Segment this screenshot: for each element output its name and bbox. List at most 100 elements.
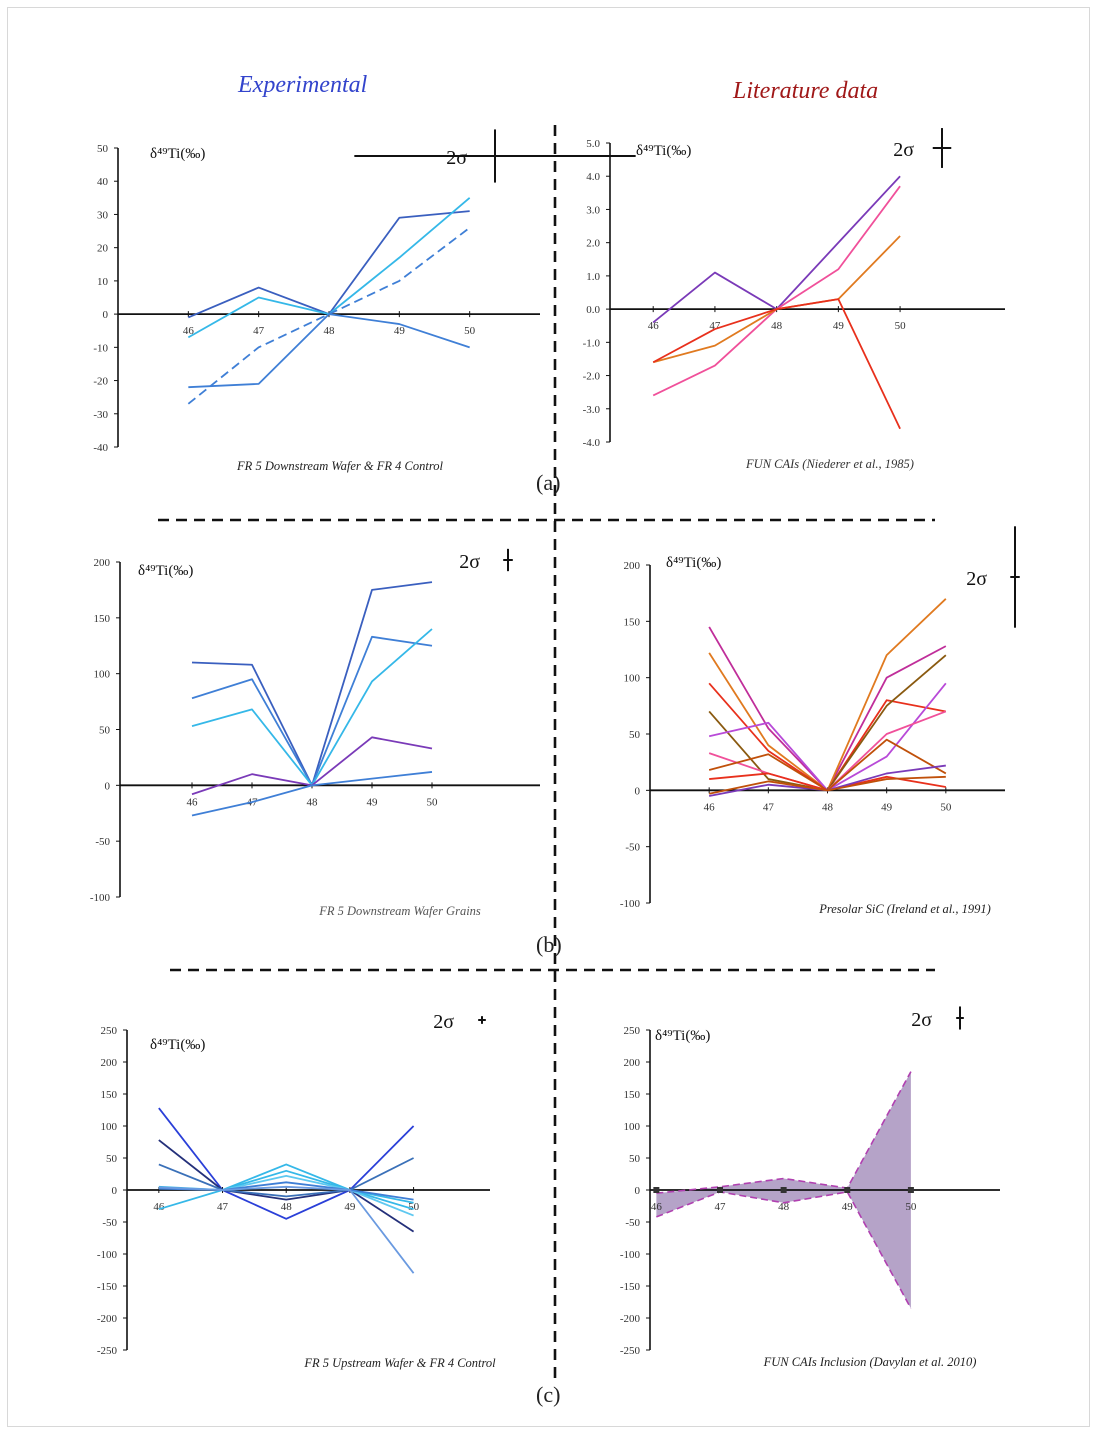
x-tick-label: 49 <box>367 796 379 808</box>
y-tick-label: 50 <box>629 729 641 741</box>
y-tick-label: 200 <box>624 560 641 572</box>
x-tick-label: 48 <box>324 325 336 337</box>
series-line <box>187 210 470 319</box>
chart-caption: FR 5 Downstream Wafer & FR 4 Control <box>236 459 443 473</box>
x-tick-label: 47 <box>253 325 265 337</box>
x-tick-label: 49 <box>344 1201 356 1213</box>
series-line <box>708 682 947 792</box>
chart-b-right: -100 -50 0 50 100 150 200 46 47 48 49 50 δ⁴⁹Ti(‰) Pre… <box>620 526 1020 916</box>
y-tick-label: 3.0 <box>586 204 600 216</box>
figure-frame <box>7 7 1090 1427</box>
chart-a-left: -40 -30 -20 -10 0 10 20 30 40 50 46 47 48 49 50 δ⁴⁹Ti(‰… <box>93 129 636 473</box>
x-tick-label: 47 <box>715 1201 727 1213</box>
y-tick-label: -3.0 <box>583 404 601 416</box>
x-tick-label: 46 <box>187 796 199 808</box>
y-tick-label: 100 <box>624 673 641 685</box>
sigma-label: 2σ <box>893 139 914 161</box>
y-tick-label: -100 <box>620 898 641 910</box>
chart-caption: Presolar SiC (Ireland et al., 1991) <box>818 902 991 916</box>
sigma-label: 2σ <box>966 568 987 590</box>
y-tick-label: 200 <box>94 557 111 569</box>
x-tick-label: 48 <box>771 320 783 332</box>
sigma-label: 2σ <box>446 147 467 169</box>
y-tick-label: 50 <box>99 725 111 737</box>
x-tick-label: 46 <box>648 320 660 332</box>
y-tick-label: 5.0 <box>586 138 600 150</box>
series-line <box>188 313 470 389</box>
panel-label-a: (a) <box>536 470 561 495</box>
y-tick-label: 0 <box>635 1185 641 1197</box>
x-tick-label: 47 <box>709 320 721 332</box>
y-tick-label: 1.0 <box>586 271 600 283</box>
y-tick-label: 100 <box>624 1121 641 1133</box>
sigma-label: 2σ <box>459 551 480 573</box>
y-tick-label: -10 <box>93 342 108 354</box>
y-axis-label: δ⁴⁹Ti(‰) <box>636 143 691 159</box>
panel-label-c: (c) <box>536 1382 561 1407</box>
x-tick-label: 48 <box>281 1201 293 1213</box>
y-tick-label: -20 <box>93 376 108 388</box>
y-axis-label: δ⁴⁹Ti(‰) <box>150 146 205 162</box>
x-tick-label: 50 <box>464 325 476 337</box>
series-line <box>708 775 946 795</box>
y-axis-label: δ⁴⁹Ti(‰) <box>666 555 721 571</box>
x-tick-label: 47 <box>763 801 775 813</box>
y-tick-label: -100 <box>97 1249 118 1261</box>
series-line <box>187 227 471 405</box>
sigma-label: 2σ <box>911 1009 932 1031</box>
x-tick-label: 48 <box>822 801 834 813</box>
x-tick-label: 49 <box>833 320 845 332</box>
y-tick-label: 250 <box>624 1025 641 1037</box>
y-tick-label: -100 <box>620 1249 641 1261</box>
y-tick-label: 50 <box>106 1153 118 1165</box>
y-tick-label: 0 <box>103 309 109 321</box>
y-tick-label: 0 <box>105 780 111 792</box>
chart-caption: FUN CAIs Inclusion (Davylan et al. 2010) <box>763 1355 977 1369</box>
series-line <box>191 581 433 787</box>
area-upper-edge <box>656 1071 912 1194</box>
series-line <box>158 1157 414 1198</box>
series-line <box>652 298 901 430</box>
y-tick-label: 50 <box>629 1153 641 1165</box>
y-tick-label: 0 <box>112 1185 118 1197</box>
y-axis-label: δ⁴⁹Ti(‰) <box>138 563 193 579</box>
x-tick-label: 50 <box>408 1201 420 1213</box>
series-line <box>158 1139 415 1233</box>
series-line <box>158 1185 415 1274</box>
chart-c-right: -250 -200 -150 -100 -50 0 50 100 150 200 250 46 47 48… <box>620 1006 1000 1369</box>
y-tick-label: -50 <box>102 1217 117 1229</box>
series-line <box>158 1163 414 1211</box>
series-line <box>191 635 433 787</box>
y-tick-label: -50 <box>95 836 110 848</box>
data-point <box>844 1187 851 1193</box>
literature-header: Literature data <box>733 78 879 104</box>
y-tick-label: 0 <box>635 785 641 797</box>
y-tick-label: 250 <box>101 1025 118 1037</box>
y-tick-label: -150 <box>620 1281 641 1293</box>
data-point <box>717 1187 723 1193</box>
y-tick-label: -30 <box>93 409 108 421</box>
y-tick-label: 150 <box>94 613 111 625</box>
x-tick-label: 50 <box>895 320 907 332</box>
area-lower-edge <box>656 1191 912 1309</box>
x-tick-label: 50 <box>905 1201 917 1213</box>
y-tick-label: 150 <box>101 1089 118 1101</box>
y-tick-label: 150 <box>624 616 641 628</box>
y-tick-label: 200 <box>101 1057 118 1069</box>
y-tick-label: 150 <box>624 1089 641 1101</box>
y-tick-label: 40 <box>97 176 109 188</box>
series-line <box>158 1107 415 1220</box>
data-point <box>653 1187 660 1193</box>
y-tick-label: 10 <box>97 276 109 288</box>
chart-a-right: -4.0 -3.0 -2.0 -1.0 0.0 1.0 2.0 3.0 4.0 5.0 46 47 48… <box>583 128 1005 471</box>
x-tick-label: 49 <box>881 801 893 813</box>
y-tick-label: -250 <box>620 1345 641 1357</box>
y-tick-label: -50 <box>625 842 640 854</box>
chart-c-left: -250 -200 -150 -100 -50 0 50 100 150 200 250 46 47 48… <box>97 1011 496 1370</box>
y-tick-label: 200 <box>624 1057 641 1069</box>
x-tick-label: 48 <box>307 796 319 808</box>
chart-caption: FR 5 Upstream Wafer & FR 4 Control <box>303 1356 496 1370</box>
y-tick-label: 30 <box>97 209 109 221</box>
